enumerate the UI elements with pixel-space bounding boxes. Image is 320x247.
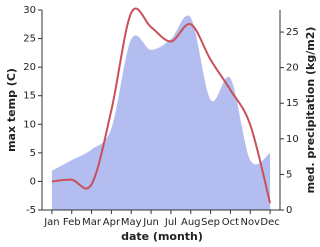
y-tick-label: 30 xyxy=(23,5,36,16)
temp-line xyxy=(51,7,272,204)
x-tick-label: Jun xyxy=(142,217,159,228)
x-axis-label: date (month) xyxy=(121,230,203,243)
precipitation-area xyxy=(51,15,271,211)
x-tick-label: Nov xyxy=(240,217,260,228)
x-tick-label: Oct xyxy=(222,217,239,228)
x-tick-label: Apr xyxy=(103,217,121,228)
y-tick-label: -5 xyxy=(26,205,36,216)
x-tick-label: Mar xyxy=(82,217,102,228)
x-tick-label: Jul xyxy=(164,217,177,228)
x-tick-label: Jan xyxy=(43,217,59,228)
y2-tick-label: 10 xyxy=(286,134,299,145)
y-tick-label: 5 xyxy=(30,148,36,159)
y2-tick-label: 25 xyxy=(286,27,299,38)
x-tick-label: Feb xyxy=(63,217,81,228)
x-tick-label: Sep xyxy=(201,217,220,228)
y2-axis-label: med. precipitation (kg/m2) xyxy=(304,27,317,194)
y-tick-label: 0 xyxy=(30,176,36,187)
x-tick-label: Dec xyxy=(260,217,279,228)
y-tick-label: 10 xyxy=(23,119,36,130)
y-axis-label: max temp (C) xyxy=(5,68,18,152)
y2-tick-label: 20 xyxy=(286,63,299,74)
y-tick-label: 20 xyxy=(23,62,36,73)
y-tick-label: 25 xyxy=(23,34,36,45)
y2-tick-label: 0 xyxy=(286,205,292,216)
x-tick-label: May xyxy=(121,217,142,228)
x-tick-label: Aug xyxy=(181,217,201,228)
y2-tick-label: 15 xyxy=(286,98,299,109)
y-tick-label: 15 xyxy=(23,91,36,102)
y2-tick-label: 5 xyxy=(286,169,292,180)
